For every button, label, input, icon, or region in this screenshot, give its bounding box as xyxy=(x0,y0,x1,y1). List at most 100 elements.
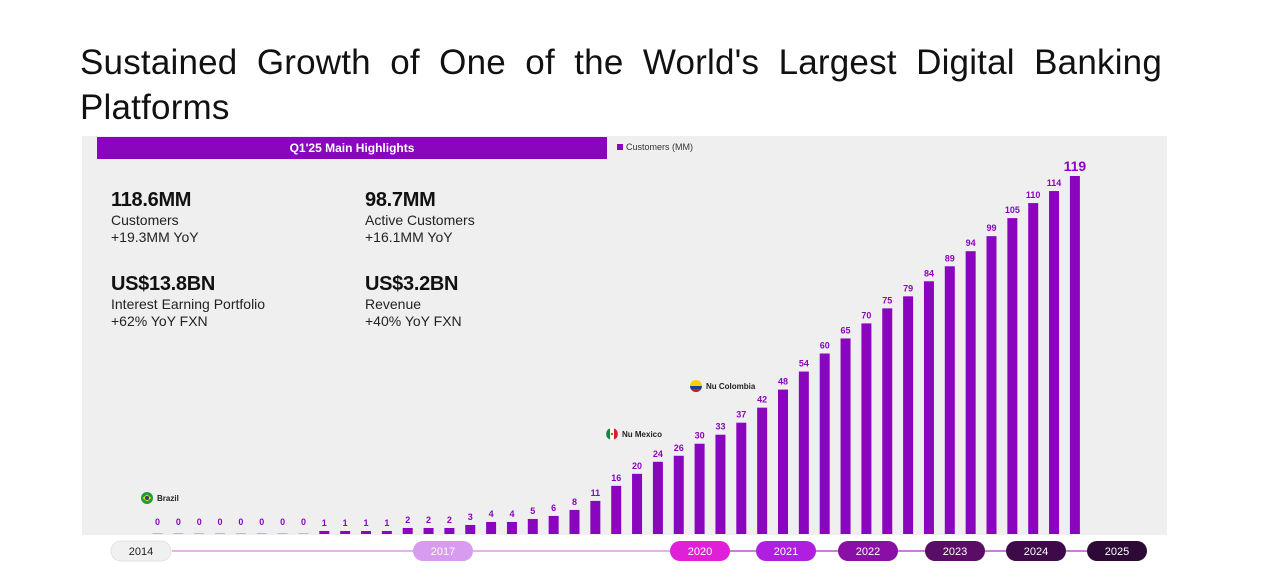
bar xyxy=(194,533,205,534)
bar xyxy=(1007,218,1018,534)
timeline-pill-2023 xyxy=(925,541,985,561)
kpi-interest-earning-portfolio: US$13.8BN Interest Earning Portfolio +62… xyxy=(111,272,265,330)
bar xyxy=(298,533,309,534)
bar xyxy=(423,527,434,534)
bar-value-label: 70 xyxy=(861,310,871,320)
bar-value-label: 0 xyxy=(218,517,223,527)
chart-panel xyxy=(82,136,1167,535)
bar-value-label: 1 xyxy=(322,518,327,528)
page-title: Sustained Growth of One of the World's L… xyxy=(80,43,1162,127)
bar-value-label: 42 xyxy=(757,395,767,405)
bar xyxy=(840,338,851,534)
bar-value-label: 8 xyxy=(572,497,577,507)
kpi-active-customers: 98.7MM Active Customers +16.1MM YoY xyxy=(365,188,475,246)
bar xyxy=(611,485,622,534)
kpi-revenue: US$3.2BN Revenue +40% YoY FXN xyxy=(365,272,462,330)
bar-value-label: 99 xyxy=(986,223,996,233)
kpi-delta: +40% YoY FXN xyxy=(365,312,462,329)
bar-value-label: 105 xyxy=(1005,205,1020,215)
kpi-label: Active Customers xyxy=(365,212,475,228)
kpi-delta: +62% YoY FXN xyxy=(111,312,208,329)
bar xyxy=(736,422,747,534)
bar-value-label: 1 xyxy=(343,518,348,528)
bar xyxy=(819,353,830,534)
bar xyxy=(757,407,768,534)
timeline-year-label: 2021 xyxy=(774,546,798,558)
bar-value-label: 4 xyxy=(509,509,514,519)
kpi-delta: +16.1MM YoY xyxy=(365,228,453,245)
bar-value-label: 16 xyxy=(611,473,621,483)
kpi-label: Customers xyxy=(111,212,179,228)
bar-value-label: 60 xyxy=(820,340,830,350)
bar-value-label: 75 xyxy=(882,295,892,305)
bar-value-label: 0 xyxy=(238,517,243,527)
kpi-value: US$3.2BN xyxy=(365,273,459,295)
bar-value-label: 5 xyxy=(530,506,535,516)
timeline-pill-2021 xyxy=(756,541,816,561)
bar xyxy=(173,533,184,534)
bar-value-label: 1 xyxy=(363,518,368,528)
bar-value-label: 26 xyxy=(674,443,684,453)
bar xyxy=(361,530,371,534)
kpi-value: 98.7MM xyxy=(365,189,436,211)
bar-value-label: 33 xyxy=(715,422,725,432)
bar xyxy=(1028,203,1039,535)
bar xyxy=(694,443,705,534)
bar xyxy=(486,521,497,534)
bar-value-label: 11 xyxy=(591,488,601,498)
timeline-pill-2017 xyxy=(413,541,473,561)
bar-value-label: 3 xyxy=(468,512,473,522)
bar xyxy=(444,527,455,534)
timeline-pill-2014 xyxy=(110,540,172,562)
bar-value-label: 119 xyxy=(1064,158,1087,174)
bar xyxy=(903,296,914,534)
bar xyxy=(798,371,809,534)
timeline-year-label: 2022 xyxy=(856,546,880,558)
bar xyxy=(882,308,893,534)
bar-value-label: 0 xyxy=(197,517,202,527)
bar xyxy=(465,524,476,534)
bar xyxy=(861,323,872,534)
bar-value-label: 0 xyxy=(301,517,306,527)
bar xyxy=(569,509,580,534)
bar xyxy=(340,530,351,534)
bar-value-label: 89 xyxy=(945,253,955,263)
timeline-pill-2022 xyxy=(838,541,898,561)
bar xyxy=(1049,191,1060,534)
bar-value-label: 2 xyxy=(447,515,452,525)
highlights-header: Q1'25 Main Highlights xyxy=(97,137,607,159)
bar xyxy=(527,518,538,534)
bar xyxy=(152,533,163,534)
bar-value-label: 2 xyxy=(405,515,410,525)
mexico-flag-icon xyxy=(606,428,618,440)
bar xyxy=(965,251,976,534)
bar-value-label: 0 xyxy=(259,517,264,527)
timeline-year-label: 2014 xyxy=(129,546,153,558)
bar xyxy=(319,530,330,534)
bar-value-label: 110 xyxy=(1026,190,1041,200)
bar xyxy=(778,389,788,534)
bar-value-label: 4 xyxy=(489,509,494,519)
bar xyxy=(235,533,246,534)
annotation-label: Brazil xyxy=(157,494,179,503)
legend-swatch xyxy=(617,144,623,150)
kpi-value: US$13.8BN xyxy=(111,273,216,295)
bar-value-label: 6 xyxy=(551,503,556,513)
bar-value-label: 20 xyxy=(632,461,642,471)
bar xyxy=(715,434,726,534)
timeline-pill-2020 xyxy=(670,541,730,561)
bar-value-label: 114 xyxy=(1047,178,1062,188)
bar-value-label: 2 xyxy=(426,515,431,525)
bar xyxy=(632,473,643,534)
bar-value-label: 30 xyxy=(695,431,705,441)
bar-value-label: 84 xyxy=(924,268,934,278)
bar xyxy=(402,527,413,534)
bar-value-label: 48 xyxy=(778,377,788,387)
kpi-label: Interest Earning Portfolio xyxy=(111,296,266,312)
timeline-year-label: 2025 xyxy=(1105,546,1129,558)
kpi-customers: 118.6MM Customers +19.3MM YoY xyxy=(111,188,199,246)
legend-label: Customers (MM) xyxy=(626,142,693,152)
bar xyxy=(1069,176,1080,534)
timeline-year-label: 2017 xyxy=(431,546,455,558)
